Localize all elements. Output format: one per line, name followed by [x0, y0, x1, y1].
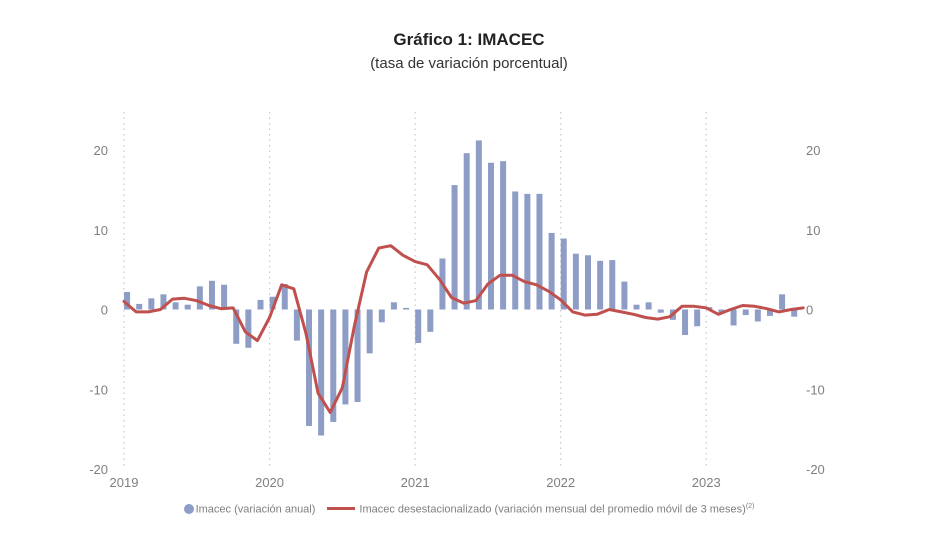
bar-imacec-annual [536, 193, 543, 310]
bar-imacec-annual [718, 309, 725, 313]
bar-imacec-annual [754, 309, 761, 322]
y-tick-label-left: -20 [89, 462, 108, 477]
bar-imacec-annual [742, 309, 749, 316]
bar-imacec-annual [500, 161, 507, 310]
legend-footnote-mark: (2) [745, 503, 755, 510]
y-tick-label-right: 0 [806, 303, 813, 318]
bar-imacec-annual [524, 193, 531, 310]
bar-imacec-annual [548, 232, 555, 310]
bar-imacec-annual [257, 299, 264, 310]
x-tick-label: 2023 [692, 475, 721, 490]
bar-imacec-annual [172, 302, 179, 310]
bar-imacec-annual [427, 309, 434, 332]
bar-imacec-annual [293, 309, 300, 341]
bar-imacec-annual [657, 309, 664, 313]
bar-imacec-annual [136, 303, 143, 310]
legend-line-swatch [327, 506, 356, 510]
y-tick-label-left: 20 [94, 143, 108, 158]
bar-imacec-annual [184, 304, 191, 310]
bar-imacec-annual [124, 291, 131, 310]
bar-imacec-annual [463, 153, 470, 310]
bar-imacec-annual [621, 281, 628, 310]
y-tick-label-right: 10 [806, 223, 820, 238]
bar-imacec-annual [281, 283, 288, 310]
bar-imacec-annual [318, 309, 325, 436]
bar-imacec-annual [694, 309, 701, 327]
line-imacec-sa [122, 244, 805, 414]
y-tick-label-left: 10 [94, 223, 108, 238]
y-tick-label-left: -10 [89, 382, 108, 397]
bar-imacec-annual [730, 309, 737, 326]
bar-imacec-annual [378, 309, 385, 323]
bar-imacec-annual [766, 309, 773, 316]
bar-imacec-annual [354, 309, 361, 403]
y-tick-label-left: 0 [101, 303, 108, 318]
bar-imacec-annual [609, 260, 616, 310]
bar-imacec-annual [585, 255, 592, 310]
bar-imacec-annual [330, 309, 337, 422]
x-tick-label: 2020 [255, 475, 284, 490]
bar-imacec-annual [403, 307, 410, 310]
bar-imacec-annual [208, 280, 215, 310]
bar-imacec-annual [560, 238, 567, 310]
bar-imacec-annual [779, 294, 786, 310]
bar-imacec-annual [475, 140, 482, 310]
bar-imacec-annual [597, 260, 604, 310]
bar-imacec-annual [791, 309, 798, 317]
y-tick-label-right: -20 [806, 462, 825, 477]
bar-imacec-annual [633, 304, 640, 310]
bar-imacec-annual [487, 162, 494, 310]
bar-imacec-annual [148, 298, 155, 310]
legend-bar-swatch [183, 503, 194, 514]
legend-bar-label: Imacec (variación anual) [195, 503, 316, 516]
x-tick-label: 2022 [546, 475, 575, 490]
y-tick-label-right: -10 [806, 382, 825, 397]
y-tick-label-right: 20 [806, 143, 820, 158]
bar-imacec-annual [572, 253, 579, 310]
bar-imacec-annual [342, 309, 349, 405]
chart-subtitle: (tasa de variación porcentual) [370, 55, 568, 72]
bar-imacec-annual [245, 309, 252, 348]
bar-imacec-annual [390, 302, 397, 310]
bar-imacec-annual [233, 309, 240, 344]
x-tick-label: 2019 [110, 475, 139, 490]
x-tick-label: 2021 [401, 475, 430, 490]
bar-imacec-annual [269, 296, 276, 310]
bar-imacec-annual [221, 284, 228, 310]
chart-title: Gráfico 1: IMACEC [393, 30, 545, 49]
bar-imacec-annual [451, 185, 458, 310]
chart-legend: Imacec (variación anual) Imacec desestaci… [0, 503, 938, 516]
bar-imacec-annual [196, 286, 203, 310]
bar-imacec-annual [512, 191, 519, 310]
bar-imacec-annual [645, 302, 652, 310]
bar-imacec-annual [306, 309, 313, 426]
legend-line-label: Imacec desestacionalizado (variación men… [359, 503, 746, 516]
bar-imacec-annual [366, 309, 373, 354]
bar-imacec-annual [682, 309, 689, 336]
bar-imacec-annual [160, 294, 167, 310]
bar-imacec-annual [415, 309, 422, 343]
